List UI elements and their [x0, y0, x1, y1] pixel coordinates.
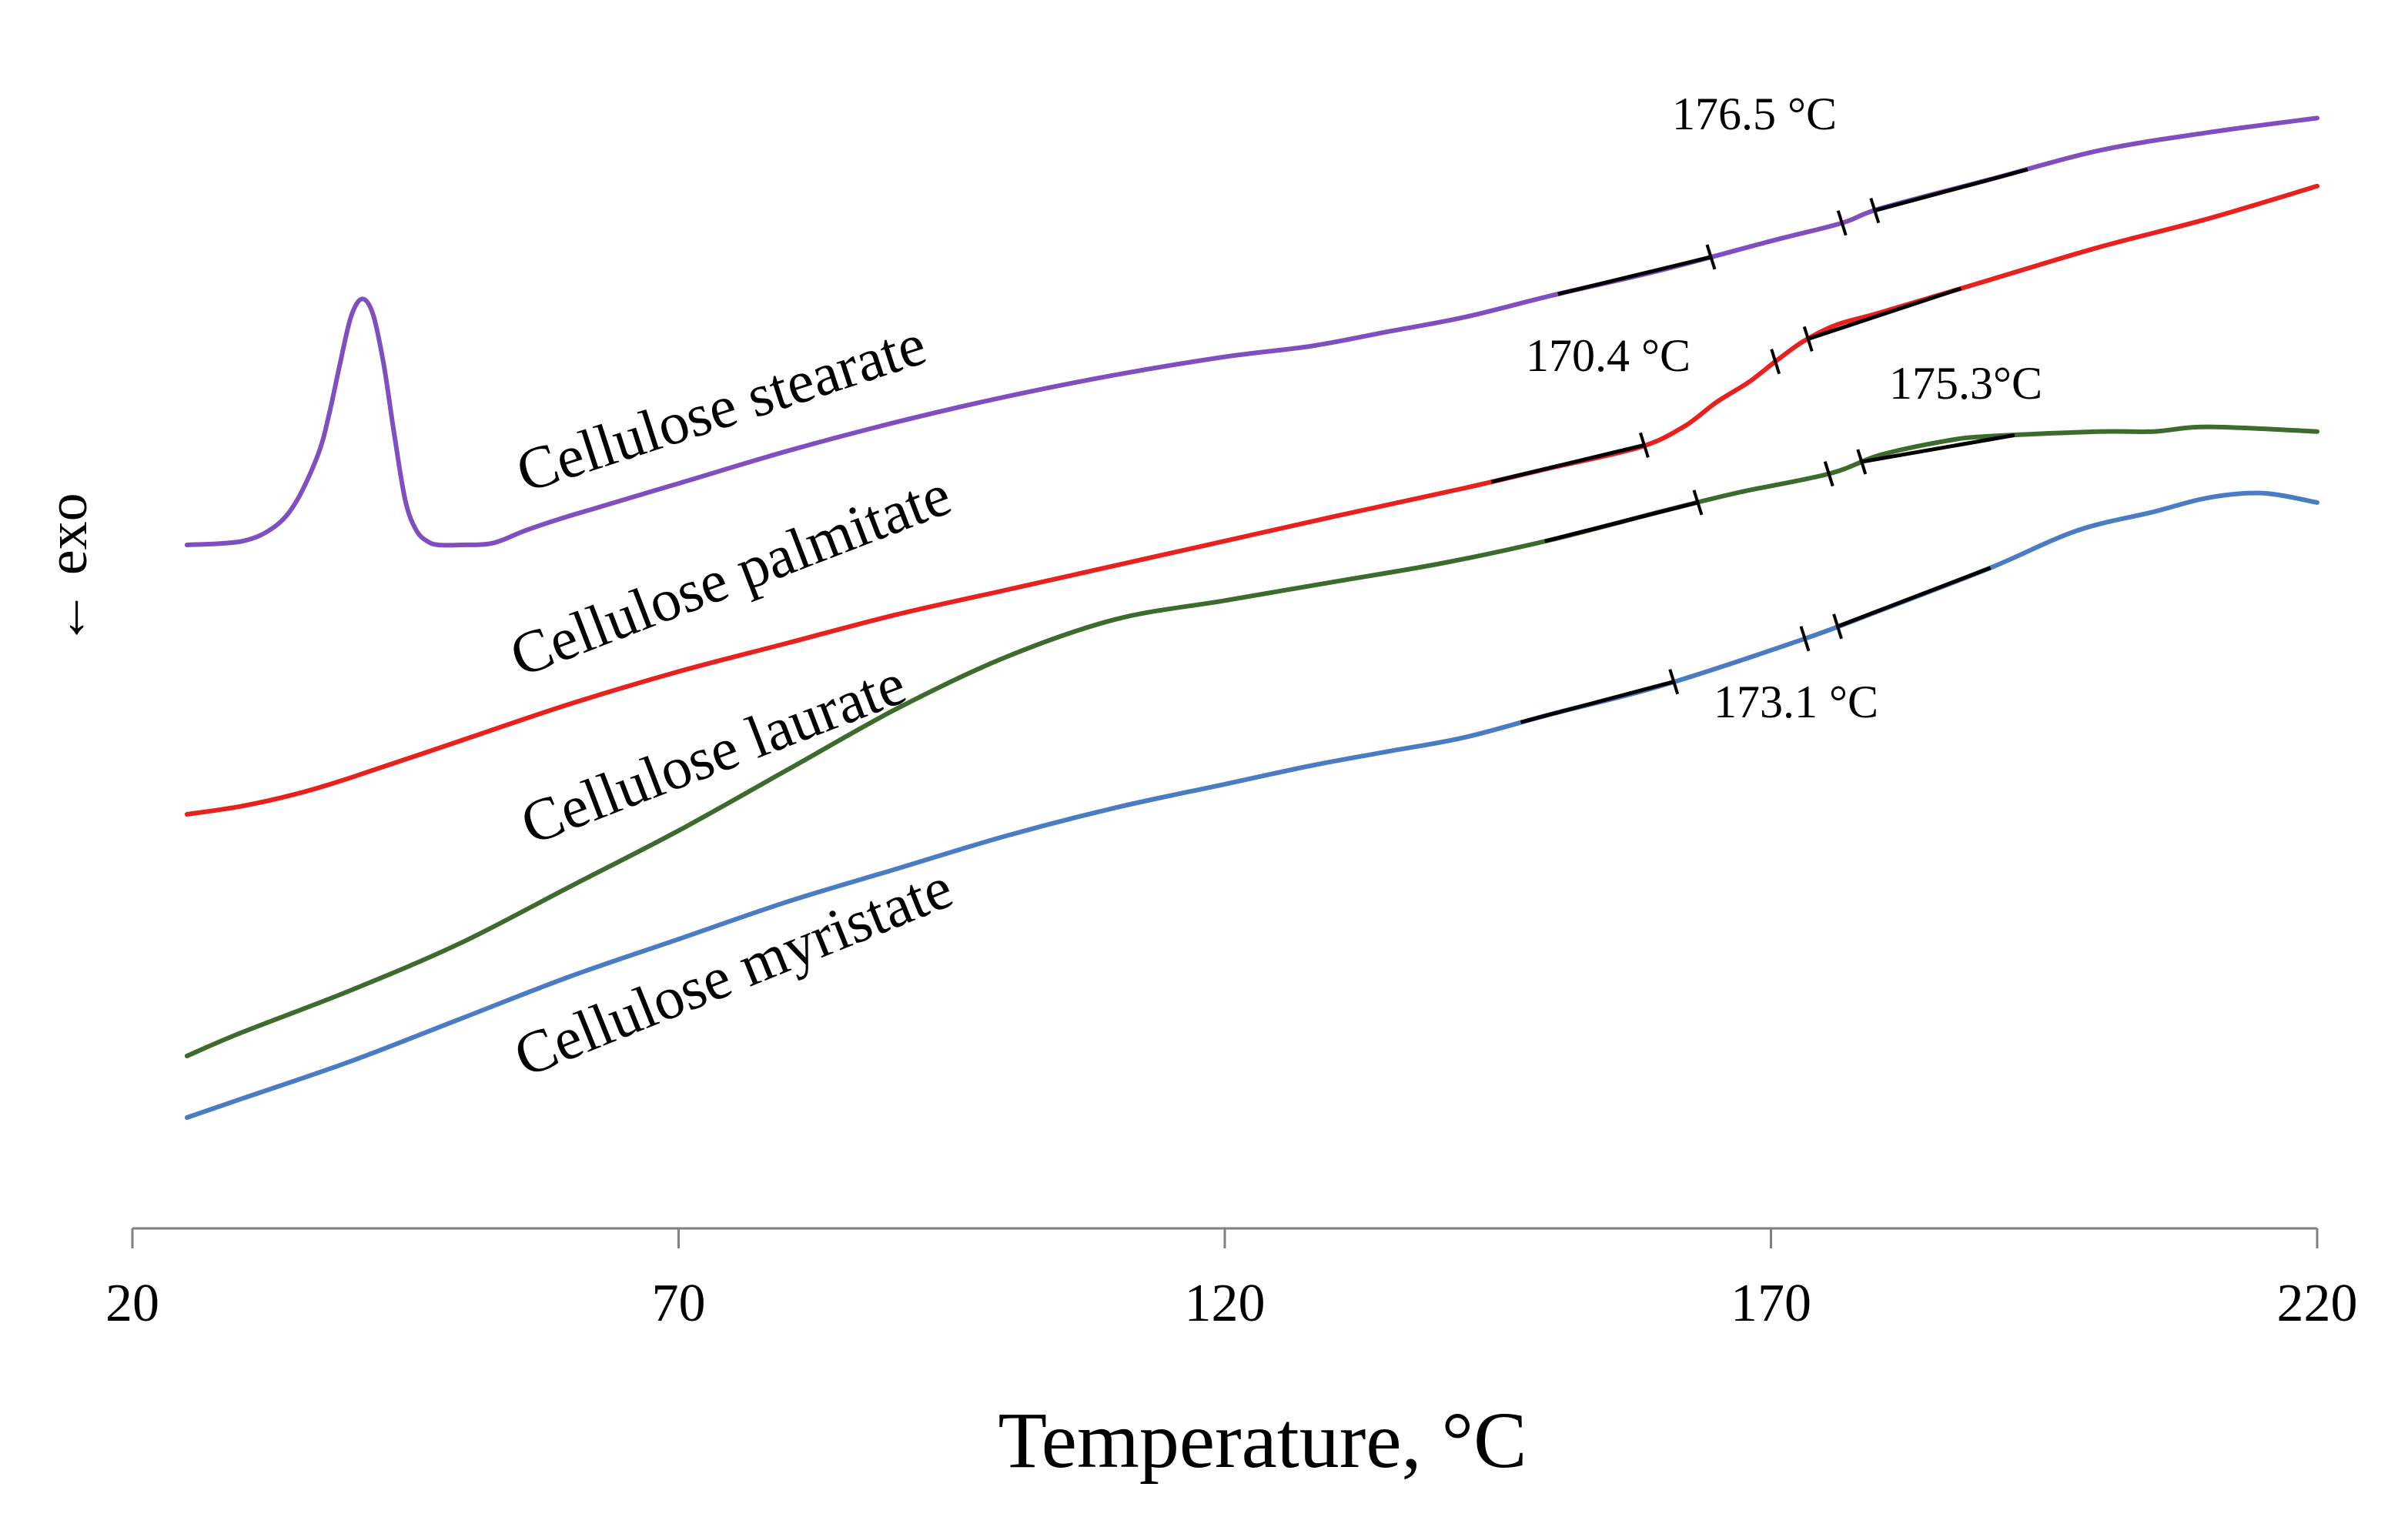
tangent-stearate-0 — [1557, 255, 1712, 296]
tangent-laurate-0 — [1544, 500, 1699, 543]
tg-tick-laurate-1 — [1823, 461, 1834, 487]
tg-label-stearate: 176.5 °C — [1672, 89, 1837, 139]
tg-tick-palmitate-0 — [1638, 432, 1650, 458]
tg-tick-laurate-0 — [1692, 490, 1704, 516]
x-tick-label-170: 170 — [1731, 1274, 1811, 1333]
tg-label-myristate: 173.1 °C — [1714, 677, 1878, 727]
x-tick-label-20: 20 — [105, 1274, 159, 1333]
tangent-palmitate-0 — [1490, 443, 1645, 484]
series-line-palmitate — [184, 183, 2319, 817]
series-label-stearate: Cellulose stearate — [508, 310, 933, 505]
tg-tick-myristate-2 — [1832, 613, 1843, 640]
tangent-myristate-1 — [1837, 566, 1992, 629]
series-line-laurate — [184, 424, 2319, 1058]
series-label-laurate: Cellulose laurate — [512, 650, 915, 857]
tg-tick-stearate-2 — [1869, 197, 1881, 224]
x-tick-label-120: 120 — [1185, 1274, 1266, 1333]
tg-label-palmitate: 170.4 °C — [1526, 330, 1691, 381]
tangent-layer — [1490, 167, 2028, 724]
tg-tick-myristate-0 — [1668, 669, 1680, 695]
y-axis-label: ← exo — [36, 493, 99, 646]
series-line-stearate — [184, 115, 2319, 548]
series-line-myristate — [184, 490, 2319, 1120]
series-label-myristate: Cellulose myristate — [505, 854, 962, 1090]
x-axis-ticks: 20 70 120 170 220 — [105, 1228, 2358, 1333]
tg-label-laurate: 175.3°C — [1889, 358, 2042, 409]
tg-tick-palmitate-1 — [1770, 349, 1781, 375]
tg-tick-palmitate-2 — [1802, 326, 1814, 352]
x-tick-label-220: 220 — [2277, 1274, 2358, 1333]
x-tick-label-70: 70 — [652, 1274, 706, 1333]
tangent-laurate-1 — [1861, 433, 2015, 464]
tg-tick-stearate-1 — [1836, 210, 1848, 236]
series-layer — [184, 115, 2319, 1120]
tg-tick-stearate-0 — [1705, 244, 1717, 270]
tg-tick-myristate-1 — [1799, 626, 1811, 652]
tangent-palmitate-1 — [1807, 286, 1962, 341]
tangent-myristate-0 — [1520, 680, 1674, 724]
tg-tick-laurate-2 — [1856, 449, 1868, 475]
tangent-stearate-1 — [1874, 167, 2028, 212]
x-axis-title: Temperature, °C — [998, 1396, 1527, 1485]
